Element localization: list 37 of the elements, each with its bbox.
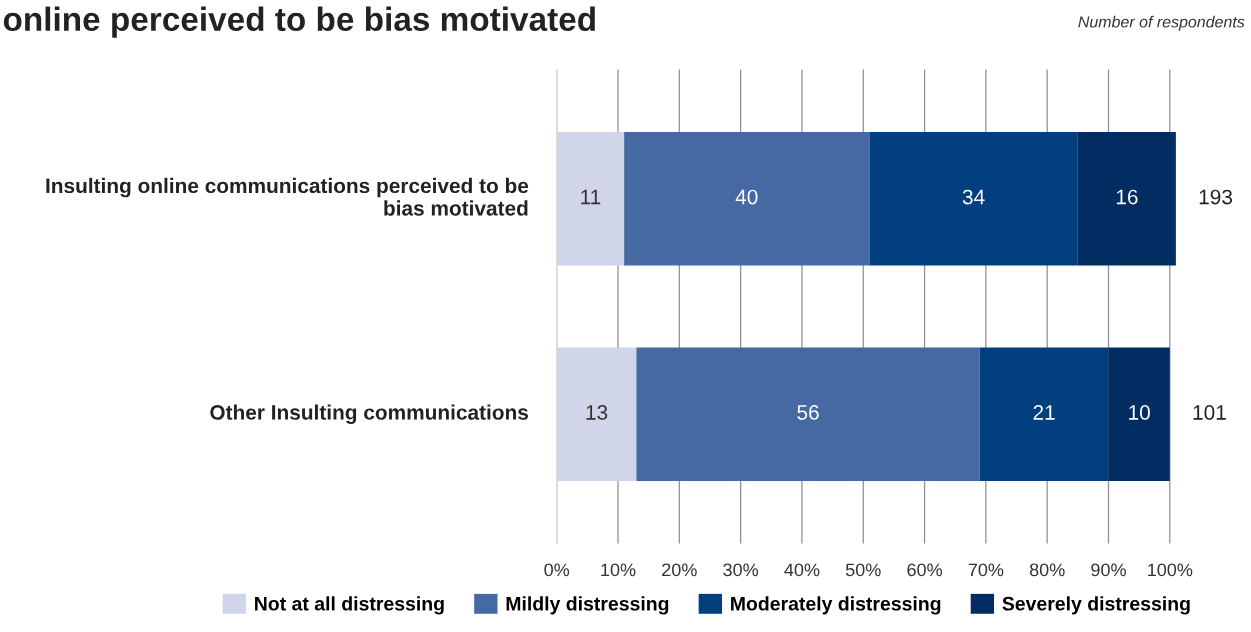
bar: [979, 347, 1109, 482]
x-tick-label: 20%: [662, 563, 697, 577]
annotation: 101: [1193, 405, 1226, 420]
data-label: 21: [1033, 405, 1055, 420]
bar: [1108, 347, 1170, 482]
x-tick-label: 60%: [907, 563, 942, 577]
legend-label: Moderately distressing: [731, 596, 941, 615]
y-tick-label: Insulting online communications perceived to be bias motivated: [46, 177, 529, 216]
bar: [869, 132, 1078, 266]
x-tick-label: 40%: [784, 563, 820, 577]
x-tick-label: 70%: [968, 563, 1004, 577]
bar: [624, 132, 870, 266]
x-tick-label: 0%: [544, 563, 570, 577]
legend-label: Not at all distressing: [255, 596, 444, 615]
annotation: 193: [1199, 189, 1233, 205]
x-tick-label: 10%: [601, 563, 636, 577]
bar: [636, 347, 980, 482]
data-label: 16: [1116, 189, 1138, 205]
data-label: 13: [586, 405, 608, 420]
bar: [556, 347, 637, 482]
bar: [1077, 132, 1176, 266]
x-tick-label: 80%: [1029, 563, 1065, 577]
x-tick-label: 100%: [1148, 563, 1193, 577]
data-label: 10: [1129, 405, 1150, 420]
data-label: 40: [735, 189, 758, 205]
data-label: 34: [962, 189, 985, 205]
y-tick-label: Other Insulting communications: [210, 404, 528, 424]
chart-title: online perceived to be bias motivated: [3, 6, 595, 38]
legend-label: Mildly distressing: [506, 596, 669, 615]
x-tick-label: 50%: [845, 563, 881, 577]
text: Number of respondents: [1078, 15, 1245, 31]
x-tick-label: 30%: [723, 563, 759, 577]
data-label: 56: [797, 405, 819, 420]
x-tick-label: 90%: [1091, 563, 1126, 577]
data-label: 11: [581, 189, 601, 205]
legend-label: Severely distressing: [1002, 596, 1190, 615]
bar: [556, 132, 625, 266]
